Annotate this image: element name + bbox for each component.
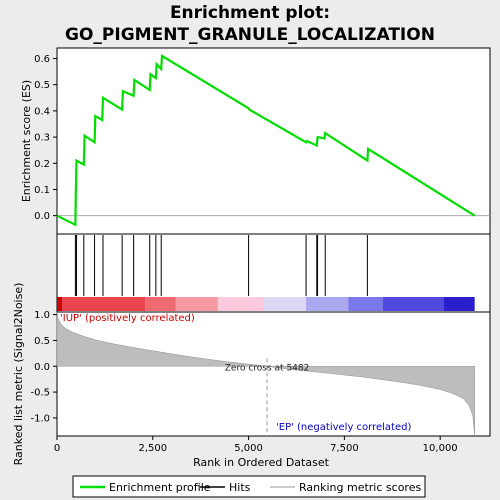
legend-box [72, 475, 426, 498]
chart-title-line1: Enrichment plot: [170, 3, 330, 23]
colorbar-segment [217, 297, 264, 311]
colorbar-segment [382, 297, 445, 311]
es-panel [56, 47, 491, 235]
colorbar-segment [175, 297, 218, 311]
ranked-ytick-label: -1.0 [30, 413, 50, 424]
xtick-label: 5,000 [234, 443, 263, 454]
colorbar-segment [348, 297, 383, 311]
xtick-label: 0 [54, 443, 60, 454]
ranked-y-ticks: 1.0 0.5 0.0 -0.5 -1.0 [30, 310, 57, 424]
es-ytick-label: 0.0 [34, 211, 50, 222]
ranked-ytick-label: 0.0 [34, 362, 50, 373]
legend: Enrichment profile Hits Ranking metric sco… [80, 481, 421, 494]
colorbar-segment [306, 297, 349, 311]
positive-correlation-label: 'IUP' (positively correlated) [60, 313, 195, 324]
chart-title-line2: GO_PIGMENT_GRANULE_LOCALIZATION [65, 25, 435, 45]
es-profile-line [56, 54, 476, 227]
ranked-ytick-label: 1.0 [34, 310, 50, 321]
legend-label: Hits [229, 481, 251, 494]
colorbar-segment [263, 297, 307, 311]
es-ytick-label: 0.4 [34, 106, 50, 117]
colorbar-segment [57, 297, 62, 311]
ranked-ytick-label: -0.5 [30, 388, 50, 399]
ranked-ytick-label: 0.5 [34, 336, 50, 347]
xtick-label: 10,000 [423, 443, 458, 454]
es-y-ticks: 0.0 0.1 0.2 0.3 0.4 0.5 0.6 [34, 54, 57, 222]
es-ytick-label: 0.6 [34, 54, 50, 65]
es-ytick-label: 0.2 [34, 159, 50, 170]
x-axis-label: Rank in Ordered Dataset [193, 456, 330, 469]
es-ytick-label: 0.3 [34, 133, 50, 144]
colorbar-segment [444, 297, 475, 311]
xtick-label: 7,500 [330, 443, 359, 454]
colorbar-segment [61, 297, 146, 311]
negative-correlation-label: 'EP' (negatively correlated) [276, 422, 411, 433]
ranked-y-axis-label: Ranked list metric (Signal2Noise) [12, 283, 25, 466]
es-ytick-label: 0.5 [34, 80, 50, 91]
legend-label: Enrichment profile [109, 481, 211, 494]
rank-colorbar [57, 297, 475, 311]
es-y-axis-label: Enrichment score (ES) [20, 80, 33, 202]
es-ytick-label: 0.1 [34, 185, 50, 196]
zero-cross-label: Zero cross at 5482 [225, 363, 310, 373]
colorbar-segment [145, 297, 176, 311]
legend-label: Ranking metric scores [299, 481, 421, 494]
es-curve-group [56, 54, 476, 227]
hit-markers [74, 235, 368, 296]
xtick-label: 2,500 [138, 443, 167, 454]
x-ticks: 0 2,500 5,000 7,500 10,000 [54, 436, 458, 454]
